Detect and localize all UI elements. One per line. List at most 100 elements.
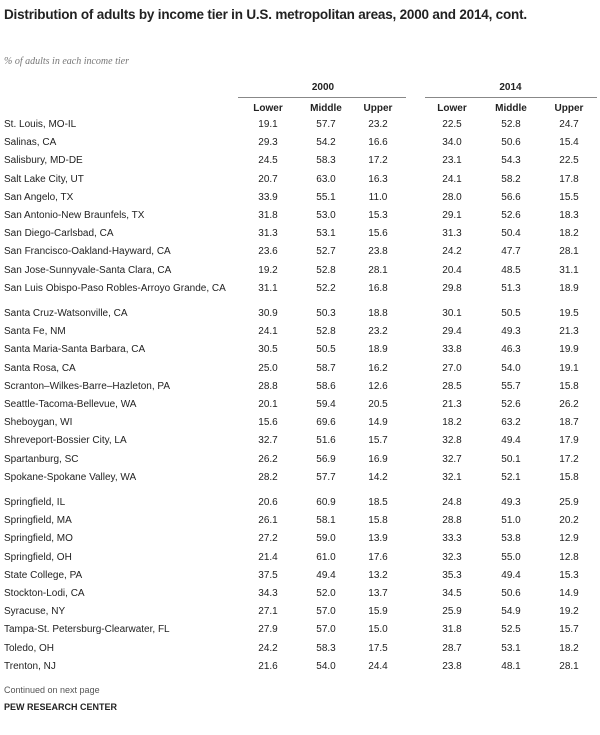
cell-value: 15.9 [368, 606, 388, 618]
cell-value: 26.1 [258, 515, 278, 527]
cell-value: 20.1 [258, 399, 278, 410]
cell-value: 25.9 [442, 606, 462, 618]
cell-value: 57.7 [316, 471, 336, 483]
cell-value: 28.0 [442, 191, 462, 203]
cell-value: 15.7 [559, 624, 579, 636]
cell-value: 54.3 [501, 155, 521, 167]
cell-value: 31.3 [442, 228, 462, 240]
cell-value: 19.5 [559, 308, 579, 319]
cell-value: 17.5 [368, 642, 388, 654]
cell-value: 18.7 [559, 417, 579, 429]
cell-value: 69.6 [316, 417, 336, 429]
cell-value: 26.2 [559, 399, 579, 410]
cell-value: 33.9 [258, 191, 278, 203]
cell-value: 48.1 [501, 660, 521, 672]
row-label: San Diego-Carlsbad, CA [4, 228, 114, 240]
header-rule [425, 97, 597, 98]
cell-value: 52.7 [316, 246, 336, 258]
cell-value: 58.2 [501, 173, 521, 185]
cell-value: 19.9 [559, 344, 579, 356]
cell-value: 21.3 [442, 399, 462, 410]
cell-value: 18.8 [368, 308, 388, 319]
cell-value: 63.0 [316, 173, 336, 185]
cell-value: 28.1 [559, 246, 579, 258]
cell-value: 58.1 [316, 515, 336, 527]
cell-value: 16.9 [368, 453, 388, 465]
year-header: 2000 [311, 82, 335, 93]
tier-header: Lower [253, 103, 283, 114]
row-label: Tampa-St. Petersburg-Clearwater, FL [4, 624, 170, 636]
note: Continued on next page [4, 685, 100, 695]
cell-value: 59.0 [316, 533, 336, 545]
row-label: Shreveport-Bossier City, LA [4, 435, 127, 447]
row-label: Springfield, OH [4, 551, 72, 563]
cell-value: 27.2 [258, 533, 278, 545]
cell-value: 55.7 [501, 380, 521, 392]
cell-value: 18.2 [559, 642, 579, 654]
cell-value: 21.3 [559, 326, 579, 338]
cell-value: 18.9 [368, 344, 388, 356]
cell-value: 34.0 [442, 137, 462, 149]
cell-value: 15.8 [368, 515, 388, 527]
cell-value: 24.2 [258, 642, 278, 654]
cell-value: 18.2 [442, 417, 462, 429]
cell-value: 20.2 [559, 515, 579, 527]
cell-value: 31.3 [258, 228, 278, 240]
row-label: Springfield, IL [4, 497, 66, 508]
cell-value: 24.1 [442, 173, 462, 185]
cell-value: 28.1 [559, 660, 579, 672]
cell-value: 17.9 [559, 435, 579, 447]
cell-value: 51.3 [501, 282, 521, 294]
cell-value: 54.2 [316, 137, 336, 149]
cell-value: 24.8 [442, 497, 462, 508]
row-label: Sheboygan, WI [4, 417, 73, 429]
cell-value: 47.7 [501, 246, 521, 258]
cell-value: 60.9 [316, 497, 336, 508]
cell-value: 23.1 [442, 155, 462, 167]
cell-value: 20.5 [368, 399, 388, 410]
cell-value: 19.1 [258, 119, 278, 130]
row-label: Trenton, NJ [4, 660, 56, 672]
cell-value: 18.5 [368, 497, 388, 508]
row-label: Santa Fe, NM [4, 326, 66, 338]
cell-value: 58.3 [316, 642, 336, 654]
cell-value: 34.3 [258, 588, 278, 599]
tier-header: Upper [554, 103, 584, 114]
cell-value: 58.3 [316, 155, 336, 167]
cell-value: 28.8 [442, 515, 462, 527]
cell-value: 22.5 [442, 119, 462, 130]
cell-value: 56.9 [316, 453, 336, 465]
cell-value: 52.6 [501, 210, 521, 221]
cell-value: 52.5 [501, 624, 521, 636]
row-label: Spokane-Spokane Valley, WA [4, 471, 137, 483]
cell-value: 22.5 [559, 155, 579, 167]
cell-value: 49.4 [501, 435, 521, 447]
row-label: San Jose-Sunnyvale-Santa Clara, CA [4, 264, 172, 276]
cell-value: 53.8 [501, 533, 521, 545]
cell-value: 17.2 [368, 155, 388, 167]
row-label: Spartanburg, SC [4, 453, 79, 465]
cell-value: 13.7 [368, 588, 388, 599]
cell-value: 29.3 [258, 137, 278, 149]
cell-value: 51.0 [501, 515, 521, 527]
cell-value: 12.8 [559, 551, 579, 563]
cell-value: 32.1 [442, 471, 462, 483]
cell-value: 23.6 [258, 246, 278, 258]
row-label: San Francisco-Oakland-Hayward, CA [4, 246, 171, 258]
cell-value: 15.3 [368, 210, 388, 221]
cell-value: 50.5 [316, 344, 336, 356]
cell-value: 14.2 [368, 471, 388, 483]
cell-value: 18.9 [559, 282, 579, 294]
cell-value: 19.2 [258, 264, 278, 276]
cell-value: 24.7 [559, 119, 579, 130]
cell-value: 46.3 [501, 344, 521, 356]
row-label: Santa Rosa, CA [4, 362, 76, 374]
row-label: Salinas, CA [4, 137, 57, 149]
row-label: Syracuse, NY [4, 606, 66, 618]
cell-value: 33.8 [442, 344, 462, 356]
cell-value: 23.2 [368, 119, 388, 130]
cell-value: 13.9 [368, 533, 388, 545]
cell-value: 55.0 [501, 551, 521, 563]
tier-header: Middle [310, 103, 342, 114]
cell-value: 28.7 [442, 642, 462, 654]
